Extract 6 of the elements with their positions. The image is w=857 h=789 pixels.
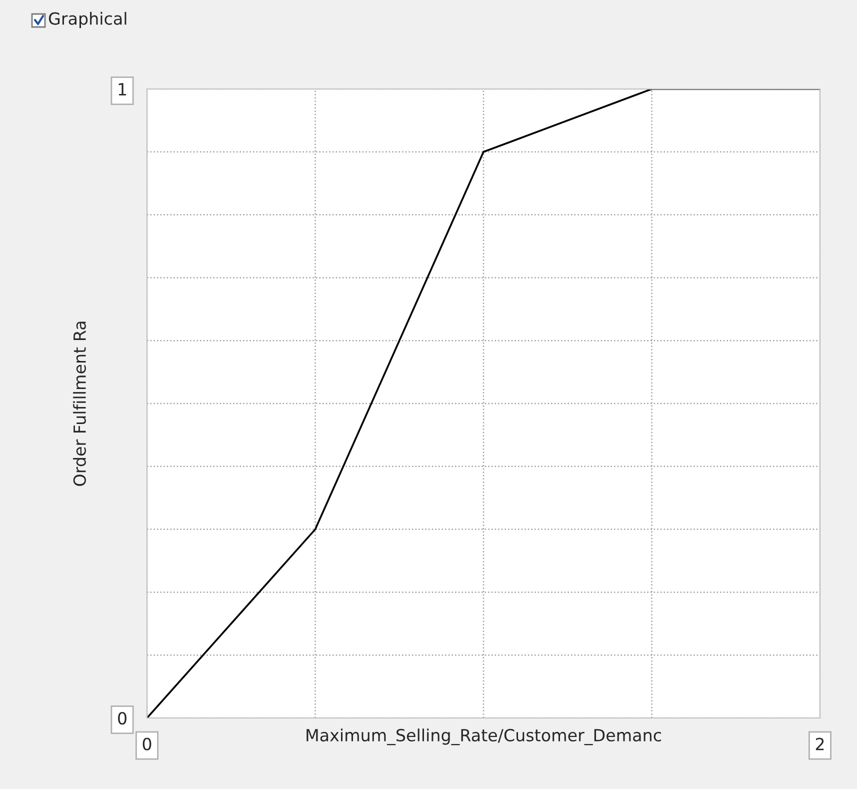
y-tick-label: 1 [118, 83, 126, 96]
x-axis-title: Maximum_Selling_Rate/Customer_Demanc [306, 728, 661, 746]
x-tick-label: 2 [816, 738, 824, 750]
chart-title: Graphical [48, 12, 126, 28]
line-series [147, 89, 820, 718]
y-axis-title: Order Fulfillment Ra [73, 322, 86, 486]
